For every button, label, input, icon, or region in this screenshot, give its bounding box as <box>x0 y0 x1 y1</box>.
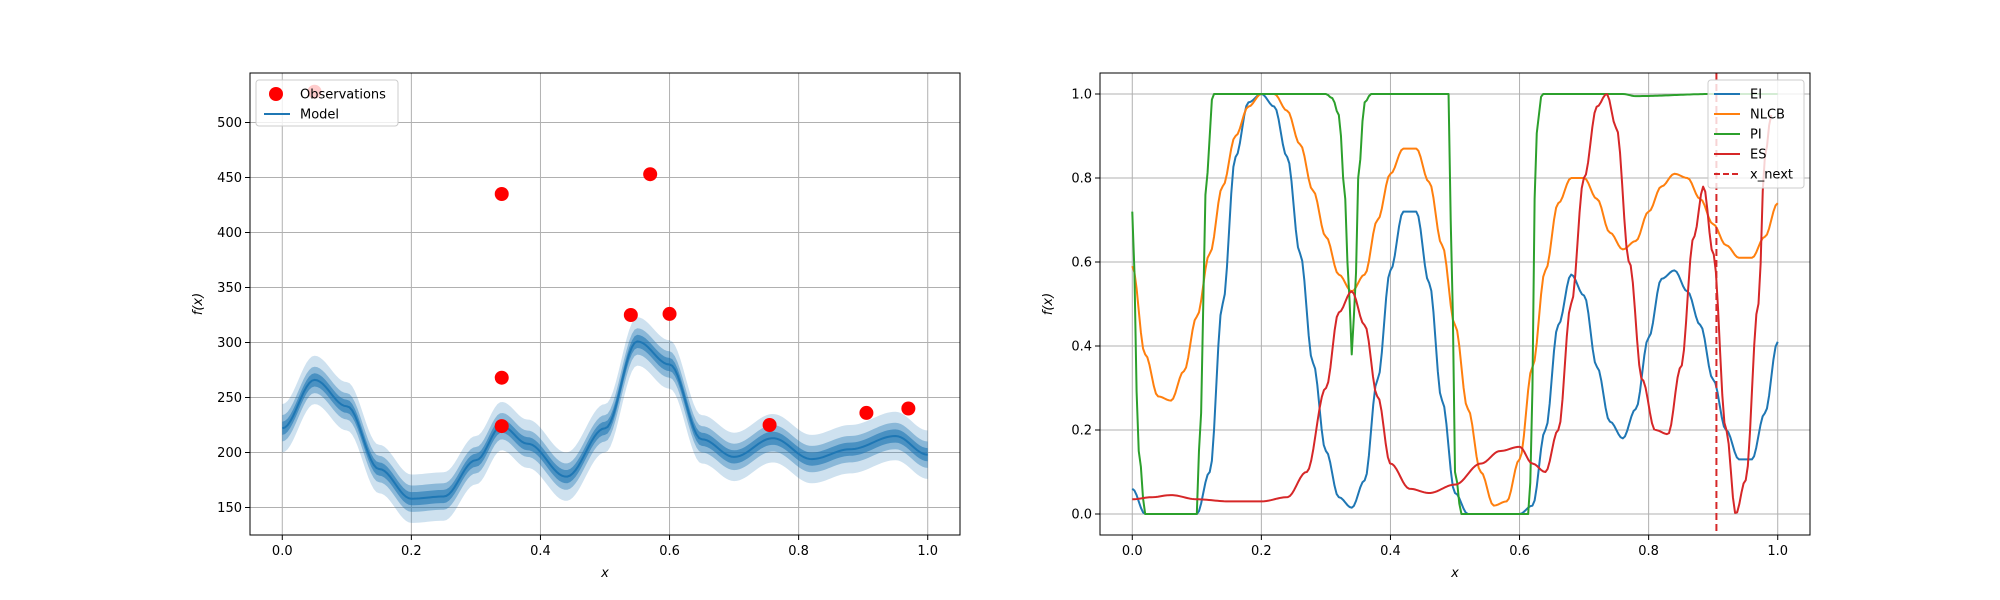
observation-point <box>762 418 777 432</box>
observation-point <box>623 308 638 322</box>
x-tick-label: 0.8 <box>1638 544 1659 559</box>
y-tick-label: 0.8 <box>1071 172 1092 187</box>
observation-point <box>494 370 509 385</box>
y-tick-label: 150 <box>217 501 242 516</box>
y-axis-label: f(x) <box>1041 293 1056 315</box>
plot-frame <box>1099 72 1811 536</box>
y-tick-label: 0.2 <box>1071 424 1092 439</box>
x-tick-label: 0.2 <box>1251 544 1272 559</box>
y-tick-label: 0.0 <box>1071 508 1092 523</box>
x-tick-label: 0.4 <box>530 544 551 559</box>
legend-label: EI <box>1750 88 1762 103</box>
x-tick-label: 0.6 <box>659 544 680 559</box>
observation-point <box>901 401 916 416</box>
y-tick-label: 0.4 <box>1071 340 1092 355</box>
legend-label: ES <box>1750 148 1766 163</box>
observation-point <box>494 187 509 201</box>
y-tick-label: 350 <box>217 281 242 296</box>
model-mean-line <box>281 340 928 500</box>
x-tick-label: 0.0 <box>272 544 293 559</box>
x-axis-label: x <box>1450 566 1459 581</box>
plot-frame <box>249 72 961 536</box>
x-tick-label: 0.2 <box>401 544 422 559</box>
observation-point <box>662 306 677 321</box>
model-line <box>281 340 928 500</box>
observation-points <box>307 84 916 434</box>
y-tick-label: 300 <box>217 336 242 351</box>
y-tick-label: 450 <box>217 171 242 186</box>
legend: Observations Model <box>255 79 399 127</box>
observation-point <box>859 405 874 420</box>
legend-box <box>255 79 399 127</box>
x-tick-label: 1.0 <box>1767 544 1788 559</box>
axis-ticks: 0.0 0.2 0.4 0.6 0.8 1.0 150 200 250 300 350 400 450 5… <box>217 116 938 559</box>
y-tick-label: 250 <box>217 391 242 406</box>
acquisition-series <box>1131 93 1779 515</box>
y-tick-label: 200 <box>217 446 242 461</box>
observation-point <box>643 167 658 182</box>
y-tick-label: 500 <box>217 116 242 131</box>
x-tick-label: 0.4 <box>1380 544 1401 559</box>
grid <box>250 73 960 535</box>
confidence-band <box>282 317 928 523</box>
legend-marker <box>269 87 283 101</box>
legend-label: NLCB <box>1750 108 1785 123</box>
acquisition-functions-chart: 0.0 0.2 0.4 0.6 0.8 1.0 0.0 0.2 0.4 0.6 0.8 1.0 x f… <box>1041 72 1811 581</box>
legend-label: Model <box>300 108 339 123</box>
x-axis-label: x <box>600 566 609 581</box>
legend-label: PI <box>1750 128 1762 143</box>
series-line-pi <box>1131 93 1778 515</box>
legend-label: x_next <box>1750 168 1793 183</box>
legend-box <box>1707 79 1805 189</box>
observation-point <box>494 419 509 434</box>
model-confidence-bands <box>282 317 928 523</box>
x-tick-label: 0.0 <box>1122 544 1143 559</box>
series-line-es <box>1132 93 1773 514</box>
y-tick-label: 400 <box>217 226 242 241</box>
x-tick-label: 0.8 <box>788 544 809 559</box>
observations-model-chart: 0.0 0.2 0.4 0.6 0.8 1.0 150 200 250 300 350 400 450 5… <box>191 72 961 581</box>
y-axis-label: f(x) <box>191 293 206 315</box>
y-tick-label: 1.0 <box>1071 88 1092 103</box>
confidence-band <box>282 328 928 512</box>
y-tick-label: 0.6 <box>1071 256 1092 271</box>
x-tick-label: 1.0 <box>917 544 938 559</box>
legend-label: Observations <box>300 88 386 103</box>
series-line-nlcb <box>1131 93 1779 507</box>
series-line-ei <box>1131 93 1779 515</box>
axis-ticks: 0.0 0.2 0.4 0.6 0.8 1.0 0.0 0.2 0.4 0.6 0.8 1.0 <box>1071 88 1788 560</box>
legend: EI NLCB PI ES x_next <box>1707 79 1805 189</box>
x-tick-label: 0.6 <box>1509 544 1530 559</box>
